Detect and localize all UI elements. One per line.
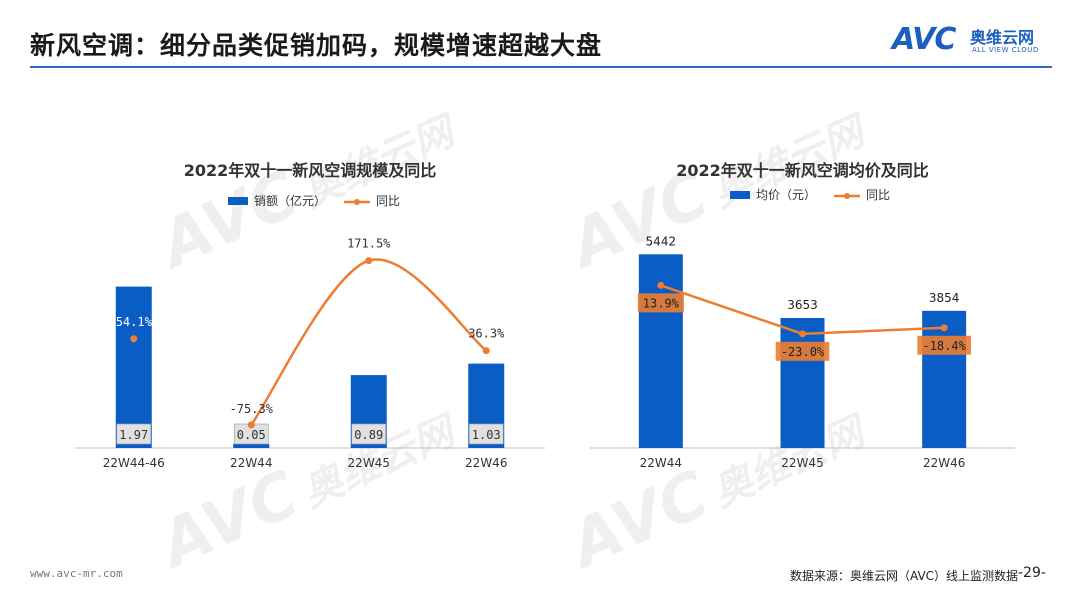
category-tick-label: 22W46 — [465, 456, 507, 470]
legend-bar-swatch — [228, 197, 248, 205]
footer-source: 数据来源：奥维云网（AVC）线上监测数据 — [790, 569, 1019, 583]
logo-mark: AVC — [892, 22, 956, 57]
yoy-point — [247, 421, 255, 429]
bar-data-label: 0.89 — [354, 428, 383, 442]
category-tick-label: 22W45 — [348, 456, 390, 470]
legend-line-label: 同比 — [866, 188, 890, 202]
yoy-data-label-box — [775, 341, 830, 361]
yoy-point — [799, 330, 806, 338]
yoy-point — [940, 324, 948, 332]
yoy-data-label: 171.5% — [347, 237, 391, 251]
yoy-data-label-box — [637, 293, 684, 313]
yoy-data-label: -23.0% — [781, 345, 825, 359]
bar-data-label-box — [116, 423, 152, 445]
legend-line-marker — [844, 193, 850, 199]
category-tick-label: 22W44 — [640, 456, 682, 470]
chart-title: 2022年双十一新风空调均价及同比 — [676, 161, 929, 180]
bar-data-label: 3653 — [787, 298, 818, 312]
bar-data-label: 3854 — [929, 291, 960, 305]
yoy-point — [130, 335, 138, 343]
bar-data-label: 0.05 — [237, 428, 266, 442]
category-tick-label: 22W44-46 — [103, 456, 165, 470]
category-tick-label: 22W44 — [230, 456, 272, 470]
yoy-data-label: -75.3% — [230, 402, 274, 416]
bar-data-label-box — [468, 423, 504, 445]
bar-data-label: 5442 — [646, 234, 677, 248]
category-tick-label: 22W45 — [781, 456, 823, 470]
yoy-data-label: 54.1% — [116, 315, 153, 329]
category-tick-label: 22W46 — [923, 456, 965, 470]
yoy-data-label: -18.4% — [922, 339, 966, 353]
yoy-data-label: 13.9% — [643, 296, 680, 310]
yoy-point — [365, 257, 373, 265]
footer-url[interactable]: www.avc-mr.com — [30, 567, 123, 580]
yoy-data-label-box — [917, 335, 971, 355]
logo-cn: 奥维云网 — [970, 28, 1035, 47]
avc-logo: AVC 奥维云网 ALL VIEW CLOUD — [892, 22, 1057, 58]
page-number: -29- — [1018, 565, 1046, 581]
page-title: 新风空调：细分品类促销加码，规模增速超越大盘 — [30, 31, 603, 60]
bar — [780, 317, 825, 448]
bar-data-label: 1.97 — [119, 428, 148, 442]
bar — [115, 286, 152, 448]
legend-bar-label: 销额（亿元） — [254, 193, 326, 208]
legend-bar-label: 均价（元） — [756, 188, 816, 202]
yoy-point — [657, 281, 665, 289]
legend-line-marker — [354, 199, 360, 205]
legend-line-label: 同比 — [376, 194, 400, 208]
logo-en: ALL VIEW CLOUD — [972, 46, 1039, 54]
bar-data-label: 1.03 — [472, 428, 501, 442]
bar-data-label-box — [351, 423, 387, 445]
bar — [233, 443, 270, 448]
bar — [922, 310, 967, 448]
chart-title: 2022年双十一新风空调规模及同比 — [184, 161, 437, 180]
yoy-point — [482, 347, 490, 355]
yoy-data-label: 36.3% — [468, 327, 505, 341]
legend-bar-swatch — [730, 191, 750, 199]
title-rule — [30, 66, 1052, 68]
